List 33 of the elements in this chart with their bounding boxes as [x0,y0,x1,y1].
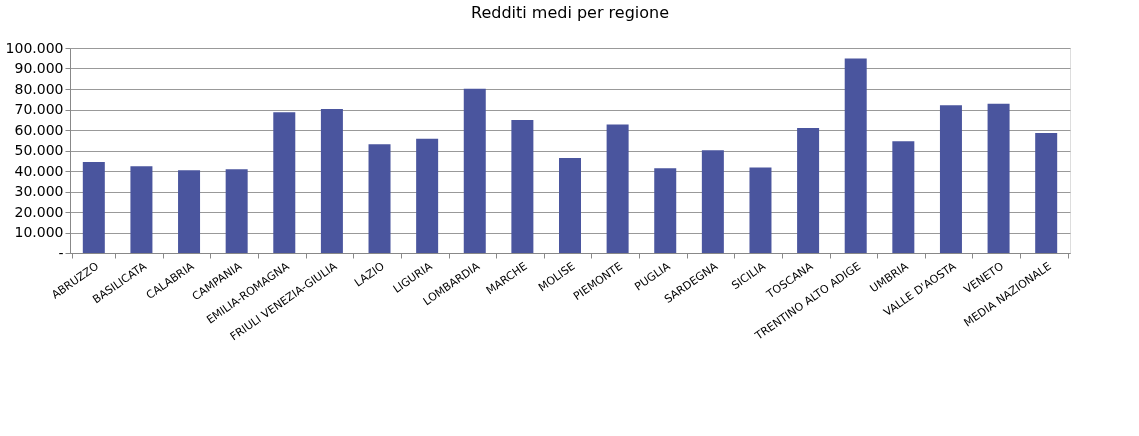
bar [320,108,343,253]
y-tick-label: 90.000 [14,60,64,76]
bar [463,88,486,253]
y-tick-label: 70.000 [14,101,64,117]
bar [844,58,867,253]
y-tick-label: 20.000 [14,203,64,220]
bar [130,166,153,253]
bar [701,150,724,253]
y-tick-label: - [58,244,64,261]
y-tick-label: 60.000 [14,121,64,138]
bar [654,168,677,253]
bar [797,127,820,253]
bar [178,170,201,253]
chart-title: Redditi medi per regione [470,3,670,22]
bar [225,169,248,253]
bar [749,167,772,253]
bar [606,124,629,253]
y-tick-label: 10.000 [14,224,64,240]
y-tick-label: 100.000 [5,39,64,56]
y-tick-label: 80.000 [14,80,64,97]
y-tick-label: 40.000 [14,162,64,179]
bar [368,144,391,253]
bar [1035,133,1058,253]
bar [416,138,439,253]
bar [892,141,915,253]
y-tick-label: 50.000 [14,142,64,158]
bar [273,112,296,253]
bar [939,105,962,253]
bar [987,103,1010,253]
bar [559,157,581,253]
y-tick-label: 30.000 [14,183,64,199]
bar [82,161,105,253]
bar [511,119,534,253]
